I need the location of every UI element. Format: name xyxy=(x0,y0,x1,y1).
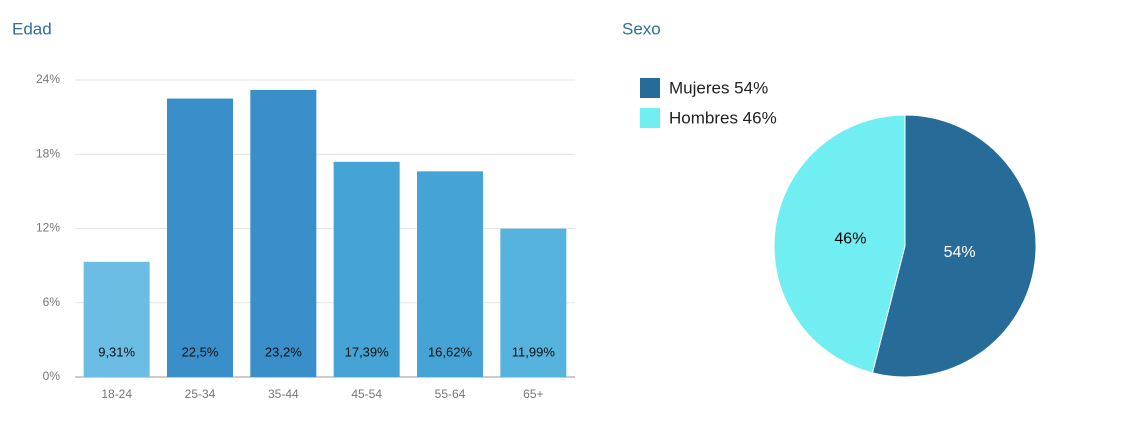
legend-label: Mujeres 54% xyxy=(669,78,768,97)
x-tick-label: 65+ xyxy=(523,387,543,401)
bar xyxy=(250,89,317,378)
x-tick-label: 35-44 xyxy=(268,387,299,401)
legend-label: Hombres 46% xyxy=(669,108,777,127)
data-label: 23,2% xyxy=(265,344,302,359)
bar xyxy=(333,161,400,377)
data-label: 11,99% xyxy=(512,344,556,359)
y-tick-label: 12% xyxy=(36,221,60,235)
y-tick-label: 0% xyxy=(43,369,61,383)
x-tick-label: 18-24 xyxy=(101,387,132,401)
y-tick-label: 18% xyxy=(36,146,60,160)
bar xyxy=(417,171,483,377)
y-tick-label: 24% xyxy=(36,72,60,86)
slice-label: 46% xyxy=(834,230,866,247)
data-label: 22,5% xyxy=(182,344,219,359)
y-tick-label: 6% xyxy=(43,295,61,309)
x-tick-label: 55-64 xyxy=(435,387,466,401)
bar xyxy=(83,261,150,377)
data-label: 17,39% xyxy=(345,344,390,359)
pie-slice xyxy=(871,114,1037,378)
slice-label: 54% xyxy=(944,244,976,261)
x-tick-label: 45-54 xyxy=(351,387,382,401)
pie-slice xyxy=(773,114,906,374)
data-label: 16,62% xyxy=(428,344,473,359)
data-label: 9,31% xyxy=(98,344,135,359)
chart-title: Sexo xyxy=(622,19,661,38)
bar xyxy=(167,98,233,377)
x-tick-label: 25-34 xyxy=(185,387,216,401)
legend-swatch xyxy=(640,108,660,128)
legend-swatch xyxy=(640,78,660,98)
chart-title: Edad xyxy=(12,19,52,38)
bar xyxy=(500,228,567,377)
